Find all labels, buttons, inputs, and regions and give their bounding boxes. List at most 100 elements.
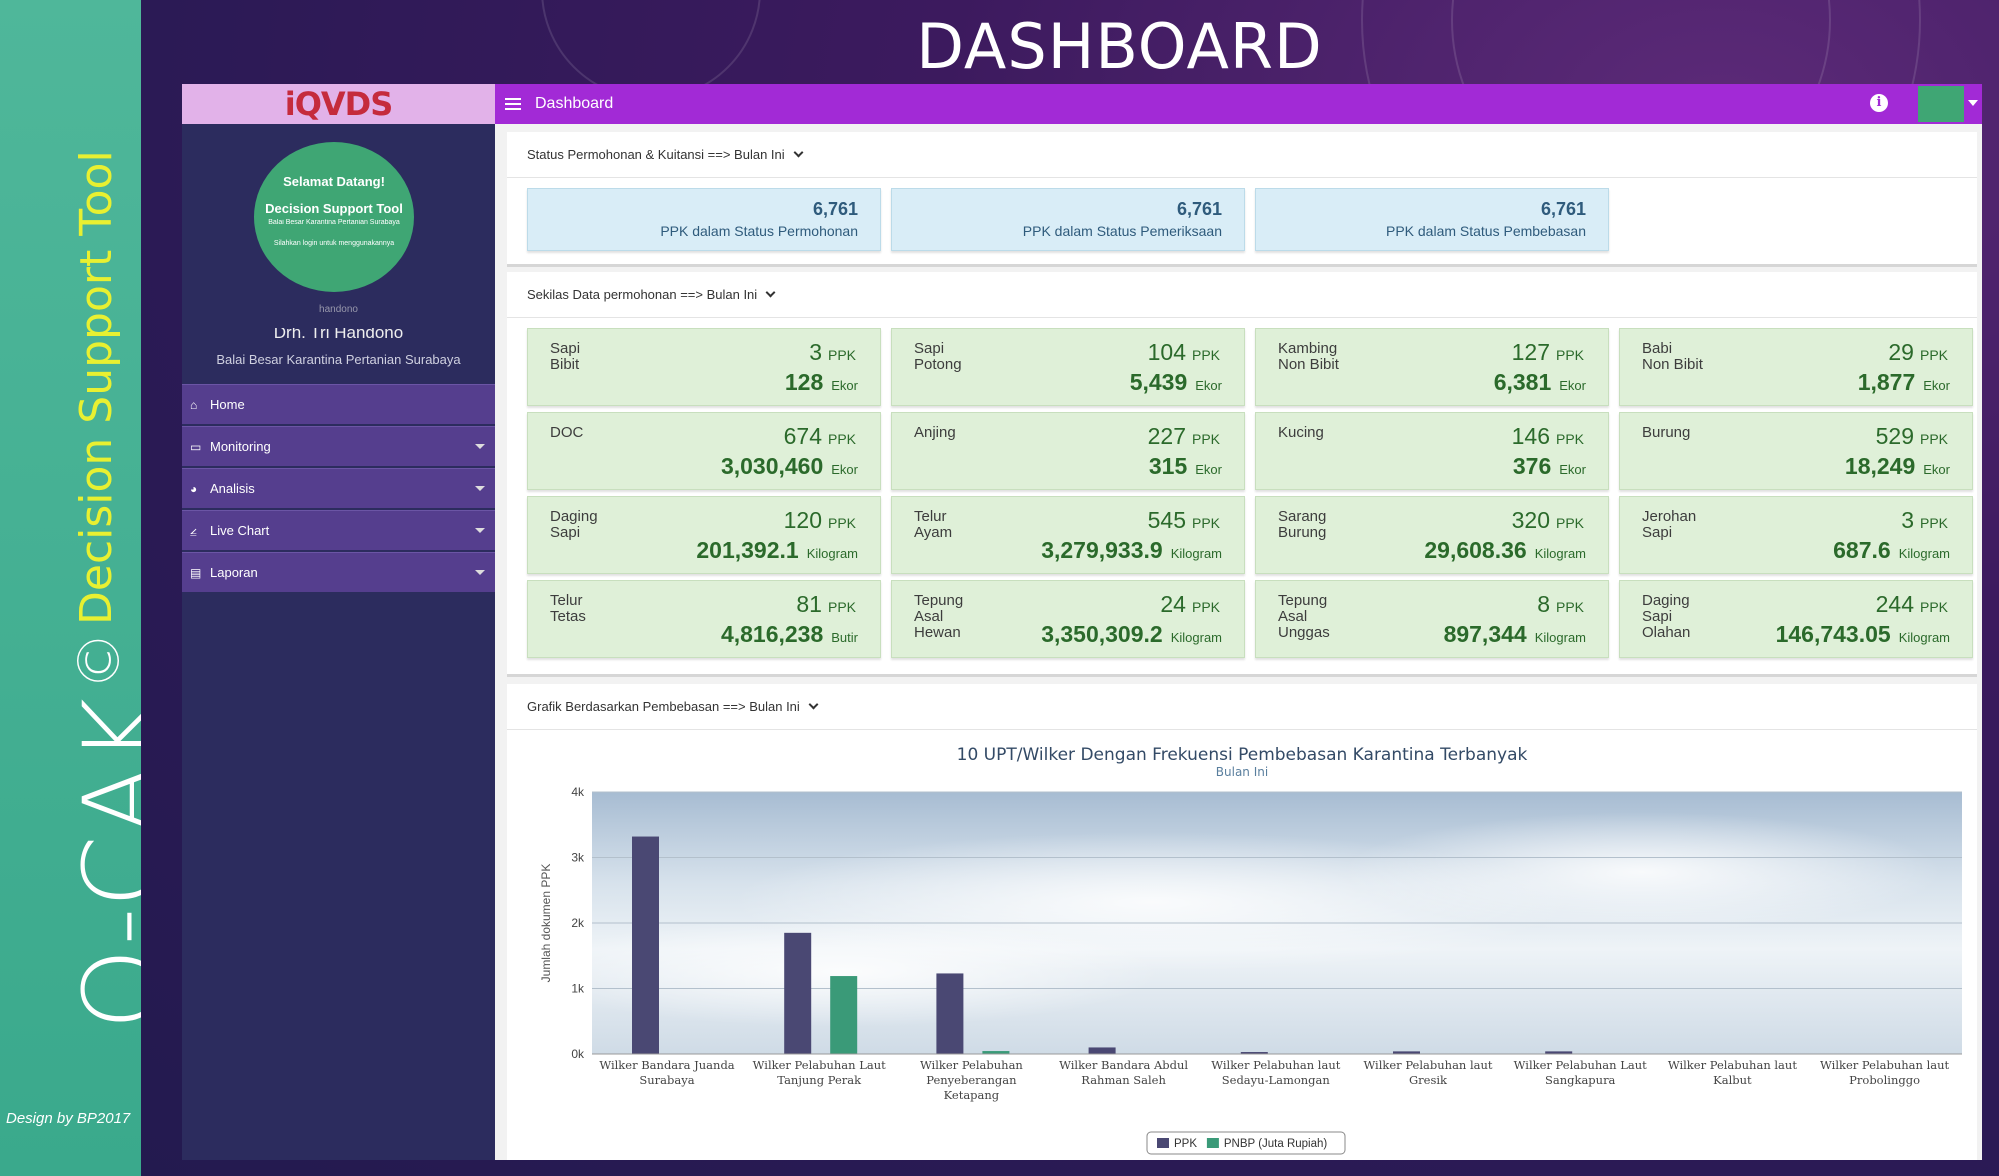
commodity-ppk: 104 PPK (1147, 339, 1220, 365)
chevron-down-icon (475, 486, 485, 491)
welcome-text: Selamat Datang! (283, 174, 385, 189)
x-tick-label: Sedayu-Lamongan (1222, 1073, 1331, 1087)
commodity-quantity: 315 Ekor (1148, 453, 1222, 479)
menu-toggle-icon[interactable] (505, 95, 521, 113)
sidebar-item-live-chart[interactable]: ⦤ Live Chart (182, 510, 495, 550)
chevron-down-icon (475, 444, 485, 449)
logo-bar[interactable]: iQVDS (182, 84, 495, 124)
y-tick-label: 3k (571, 851, 585, 865)
commodity-quantity: 3,279,933.9 Kilogram (1041, 537, 1222, 563)
commodity-ppk: 24 PPK (1160, 591, 1220, 617)
commodity-name: DOC (550, 424, 584, 441)
commodity-name: Jerohan Sapi (1642, 508, 1697, 541)
bar-pnbp (830, 976, 858, 1054)
bar-ppk (632, 836, 659, 1054)
sidebar-item-home[interactable]: ⌂ Home (182, 384, 495, 424)
user-menu-chevron-icon[interactable] (1968, 100, 1978, 106)
x-tick-label: Sangkapura (1545, 1073, 1616, 1087)
x-tick-label: Surabaya (639, 1073, 694, 1087)
commodity-name: Sapi Potong (914, 340, 962, 373)
commodity-name: Telur Ayam (914, 508, 953, 541)
commodity-ppk: 81 PPK (796, 591, 856, 617)
commodity-name: Daging Sapi (550, 508, 598, 541)
chart-title: 10 UPT/Wilker Dengan Frekuensi Pembebasa… (957, 745, 1528, 765)
chevron-down-icon (765, 287, 776, 298)
commodity-quantity: 201,392.1 Kilogram (696, 537, 858, 563)
commodity-name: Tepung Asal Hewan (914, 592, 964, 641)
user-avatar-thumb[interactable] (1918, 86, 1964, 122)
commodity-card: Sapi Potong 104 PPK 5,439 Ekor (891, 328, 1245, 406)
info-icon[interactable]: i (1870, 94, 1888, 112)
commodity-ppk: 545 PPK (1147, 507, 1220, 533)
stat-pembebasan: 6,761 PPK dalam Status Pembebasan (1255, 188, 1609, 251)
laptop-icon: ▭ (190, 439, 202, 454)
sidebar-item-laporan[interactable]: ▤ Laporan (182, 552, 495, 592)
user-handle: handono (319, 304, 358, 315)
user-org: Balai Besar Karantina Pertanian Surabaya (216, 352, 461, 367)
chart-panel-header[interactable]: Grafik Berdasarkan Pembebasan ==> Bulan … (507, 684, 1977, 730)
sidebar-item-analisis[interactable]: ◕ Analisis (182, 468, 495, 508)
commodity-card: Jerohan Sapi 3 PPK 687.6 Kilogram (1619, 496, 1973, 574)
cloud-decoration (522, 917, 1162, 1027)
legend-swatch (1206, 1138, 1219, 1148)
commodity-ppk: 120 PPK (783, 507, 856, 533)
sidebar-item-label: Home (210, 397, 245, 412)
stat-label: PPK dalam Status Pemeriksaan (1022, 223, 1222, 239)
bar-ppk (1545, 1051, 1573, 1054)
y-tick-label: 4k (571, 785, 585, 799)
summary-panel-header[interactable]: Sekilas Data permohonan ==> Bulan Ini (507, 272, 1977, 318)
x-tick-label: Kalbut (1713, 1073, 1752, 1087)
commodity-quantity: 3,030,460 Ekor (720, 453, 858, 479)
sidebar-item-label: Analisis (210, 481, 255, 496)
welcome-title: Decision Support Tool (265, 201, 403, 216)
x-tick-label: Rahman Saleh (1081, 1073, 1166, 1087)
commodity-ppk: 244 PPK (1875, 591, 1948, 617)
x-tick-label: Wilker Pelabuhan laut (1668, 1058, 1797, 1072)
bar-pnbp (982, 1051, 1010, 1054)
summary-panel-title: Sekilas Data permohonan ==> Bulan Ini (527, 287, 758, 302)
commodity-ppk: 127 PPK (1511, 339, 1584, 365)
bar-ppk (1240, 1052, 1268, 1054)
chevron-down-icon (475, 528, 485, 533)
x-tick-label: Wilker Pelabuhan laut (1820, 1058, 1949, 1072)
x-tick-label: Wilker Bandara Abdul (1059, 1058, 1188, 1072)
page-title: DASHBOARD (916, 10, 1323, 83)
commodity-ppk: 29 PPK (1888, 339, 1948, 365)
commodity-card: Kucing 146 PPK 376 Ekor (1255, 412, 1609, 490)
commodity-quantity: 4,816,238 Butir (720, 621, 858, 647)
chevron-down-icon (808, 699, 819, 710)
commodity-card: Tepung Asal Hewan 24 PPK 3,350,309.2 Kilogra… (891, 580, 1245, 658)
commodity-quantity: 376 Ekor (1512, 453, 1586, 479)
x-tick-label: Wilker Bandara Juanda (599, 1058, 734, 1072)
sidebar-item-monitoring[interactable]: ▭ Monitoring (182, 426, 495, 466)
commodity-card: Tepung Asal Unggas 8 PPK 897,344 Kilogram (1255, 580, 1609, 658)
stat-permohonan: 6,761 PPK dalam Status Permohonan (527, 188, 881, 251)
status-panel-title: Status Permohonan & Kuitansi ==> Bulan I… (527, 147, 785, 162)
legend-swatch (1157, 1138, 1169, 1148)
bar-ppk (1393, 1051, 1420, 1054)
top-bar: Dashboard i (495, 84, 1982, 124)
commodity-quantity: 128 Ekor (784, 369, 858, 395)
commodity-ppk: 3 PPK (1901, 507, 1948, 533)
stat-label: PPK dalam Status Permohonan (660, 223, 858, 239)
commodity-ppk: 674 PPK (783, 423, 856, 449)
stat-label: PPK dalam Status Pembebasan (1385, 223, 1586, 239)
commodity-ppk: 227 PPK (1147, 423, 1220, 449)
pie-chart-icon: ◕ (190, 481, 198, 496)
commodity-card: Telur Ayam 545 PPK 3,279,933.9 Kilogram (891, 496, 1245, 574)
sidebar-menu: ⌂ Home ▭ Monitoring ◕ Analisis ⦤ Live Ch… (182, 384, 495, 594)
commodity-card: Sapi Bibit 3 PPK 128 Ekor (527, 328, 881, 406)
commodity-ppk: 320 PPK (1511, 507, 1584, 533)
commodity-card: Anjing 227 PPK 315 Ekor (891, 412, 1245, 490)
status-panel-header[interactable]: Status Permohonan & Kuitansi ==> Bulan I… (507, 132, 1977, 178)
commodity-ppk: 146 PPK (1511, 423, 1584, 449)
chart-panel-title: Grafik Berdasarkan Pembebasan ==> Bulan … (527, 699, 800, 714)
commodity-name: Anjing (914, 424, 956, 441)
x-tick-label: Wilker Pelabuhan Laut (753, 1058, 886, 1072)
avatar: Selamat Datang! Decision Support Tool Ba… (254, 142, 414, 292)
commodity-card: Telur Tetas 81 PPK 4,816,238 Butir (527, 580, 881, 658)
x-tick-label: Wilker Pelabuhan Laut (1514, 1058, 1647, 1072)
legend-label: PNBP (Juta Rupiah) (1224, 1138, 1328, 1150)
commodity-ppk: 8 PPK (1537, 591, 1584, 617)
bar-ppk (1088, 1047, 1116, 1054)
